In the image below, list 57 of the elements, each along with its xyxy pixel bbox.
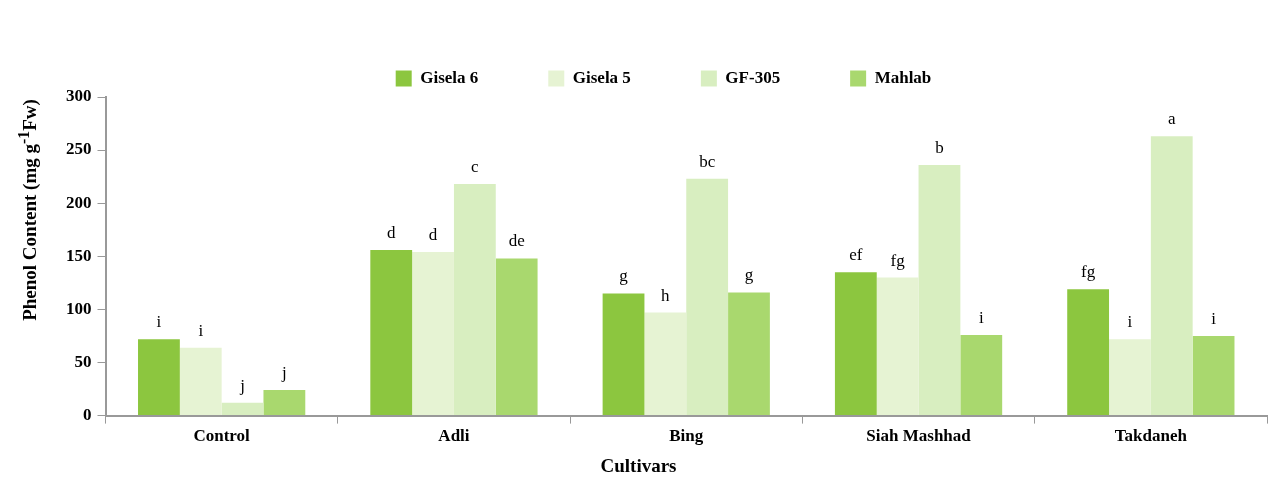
y-tick-label: 300 <box>66 86 92 106</box>
data-label: i <box>156 312 162 332</box>
bar <box>495 258 538 416</box>
x-tick-label: Control <box>193 426 251 446</box>
data-label: i <box>978 307 984 327</box>
data-label: g <box>619 266 629 286</box>
data-label: h <box>661 285 671 305</box>
legend-label: GF-305 <box>725 67 781 87</box>
bar <box>412 252 454 416</box>
bar <box>686 178 729 416</box>
bar <box>728 292 770 416</box>
y-tick-label: 150 <box>66 245 92 265</box>
bar <box>138 339 180 416</box>
bar <box>602 293 645 416</box>
data-label: d <box>428 225 438 245</box>
bar <box>834 272 877 416</box>
data-label: fg <box>890 250 906 270</box>
y-tick-label: 200 <box>66 192 92 212</box>
data-label: i <box>1127 312 1133 332</box>
x-tick-label: Takdaneh <box>1114 426 1188 446</box>
bar <box>1109 339 1151 416</box>
data-label: d <box>386 222 396 242</box>
data-label: i <box>198 320 204 340</box>
x-tick-label: Adli <box>438 426 470 446</box>
data-label: ef <box>849 245 863 265</box>
y-tick-label: 0 <box>83 404 92 424</box>
x-axis-title: Cultivars <box>599 455 678 477</box>
y-tick-label: 100 <box>66 298 92 318</box>
data-label: a <box>1167 109 1176 129</box>
bar <box>644 312 687 416</box>
data-label: i <box>1211 308 1217 328</box>
legend-label: Mahlab <box>874 67 932 87</box>
data-label: b <box>935 137 944 157</box>
bar <box>221 402 264 416</box>
bar <box>918 164 961 416</box>
bar <box>179 347 222 416</box>
bar <box>1192 335 1235 416</box>
bar <box>876 277 919 416</box>
x-tick-label: Siah Mashhad <box>866 426 972 446</box>
legend-label: Gisela 5 <box>572 67 631 87</box>
data-label: de <box>508 231 525 251</box>
bar <box>1067 289 1110 416</box>
data-label: fg <box>1081 262 1096 282</box>
bar <box>370 249 413 416</box>
bar <box>1150 136 1193 416</box>
y-tick-label: 250 <box>66 139 92 159</box>
bar <box>960 334 1003 416</box>
x-tick-label: Bing <box>669 426 704 446</box>
data-label: j <box>239 375 245 395</box>
legend-label: Gisela 6 <box>420 67 479 87</box>
y-tick-label: 50 <box>74 351 92 371</box>
bar <box>453 184 496 416</box>
data-label: bc <box>699 151 716 171</box>
data-label: g <box>744 265 754 285</box>
data-label: c <box>471 157 480 177</box>
bar <box>263 390 306 416</box>
data-label: j <box>281 363 287 383</box>
